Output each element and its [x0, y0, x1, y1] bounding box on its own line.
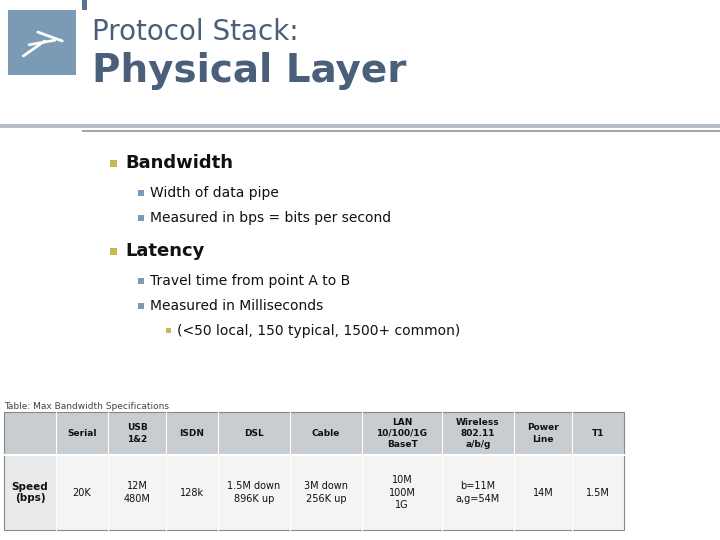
Bar — [4, 455, 56, 530]
Text: T1: T1 — [592, 429, 604, 438]
Text: Table: Max Bandwidth Specifications: Table: Max Bandwidth Specifications — [4, 402, 169, 411]
Text: LAN
10/100/1G
BaseT: LAN 10/100/1G BaseT — [377, 418, 428, 449]
Text: 10M
100M
1G: 10M 100M 1G — [389, 475, 415, 510]
Bar — [82, 130, 720, 132]
Bar — [4, 412, 624, 530]
Text: Protocol Stack:: Protocol Stack: — [92, 18, 299, 46]
Bar — [4, 455, 624, 530]
Text: Latency: Latency — [125, 242, 204, 260]
Text: 1.5M down
896K up: 1.5M down 896K up — [228, 481, 281, 504]
Bar — [138, 278, 144, 284]
Text: Cable: Cable — [312, 429, 340, 438]
Bar — [0, 124, 720, 128]
Text: Travel time from point A to B: Travel time from point A to B — [150, 274, 350, 288]
Bar — [138, 303, 144, 309]
Text: USB
1&2: USB 1&2 — [127, 423, 148, 443]
Text: ISDN: ISDN — [179, 429, 204, 438]
Text: 3M down
256K up: 3M down 256K up — [304, 481, 348, 504]
Text: 14M: 14M — [533, 488, 554, 497]
Text: Physical Layer: Physical Layer — [92, 52, 406, 90]
Text: 20K: 20K — [73, 488, 91, 497]
Text: Bandwidth: Bandwidth — [125, 154, 233, 172]
Bar — [8, 10, 76, 75]
Text: 1.5M: 1.5M — [586, 488, 610, 497]
Bar — [110, 160, 117, 167]
Text: Wireless
802.11
a/b/g: Wireless 802.11 a/b/g — [456, 418, 500, 449]
Text: Measured in bps = bits per second: Measured in bps = bits per second — [150, 211, 391, 225]
Bar — [138, 190, 144, 196]
Bar — [82, 0, 87, 10]
Text: Speed
(bps): Speed (bps) — [12, 482, 48, 503]
Text: Serial: Serial — [67, 429, 96, 438]
Bar — [4, 412, 624, 455]
Text: 128k: 128k — [180, 488, 204, 497]
Bar — [110, 248, 117, 255]
Text: 12M
480M: 12M 480M — [124, 481, 150, 504]
Text: Width of data pipe: Width of data pipe — [150, 186, 279, 200]
Bar — [166, 328, 171, 333]
Text: b=11M
a,g=54M: b=11M a,g=54M — [456, 481, 500, 504]
Text: (<50 local, 150 typical, 1500+ common): (<50 local, 150 typical, 1500+ common) — [177, 323, 460, 338]
Text: Measured in Milliseconds: Measured in Milliseconds — [150, 299, 323, 313]
Text: DSL: DSL — [244, 429, 264, 438]
Text: Power
Line: Power Line — [527, 423, 559, 443]
Bar — [138, 215, 144, 221]
